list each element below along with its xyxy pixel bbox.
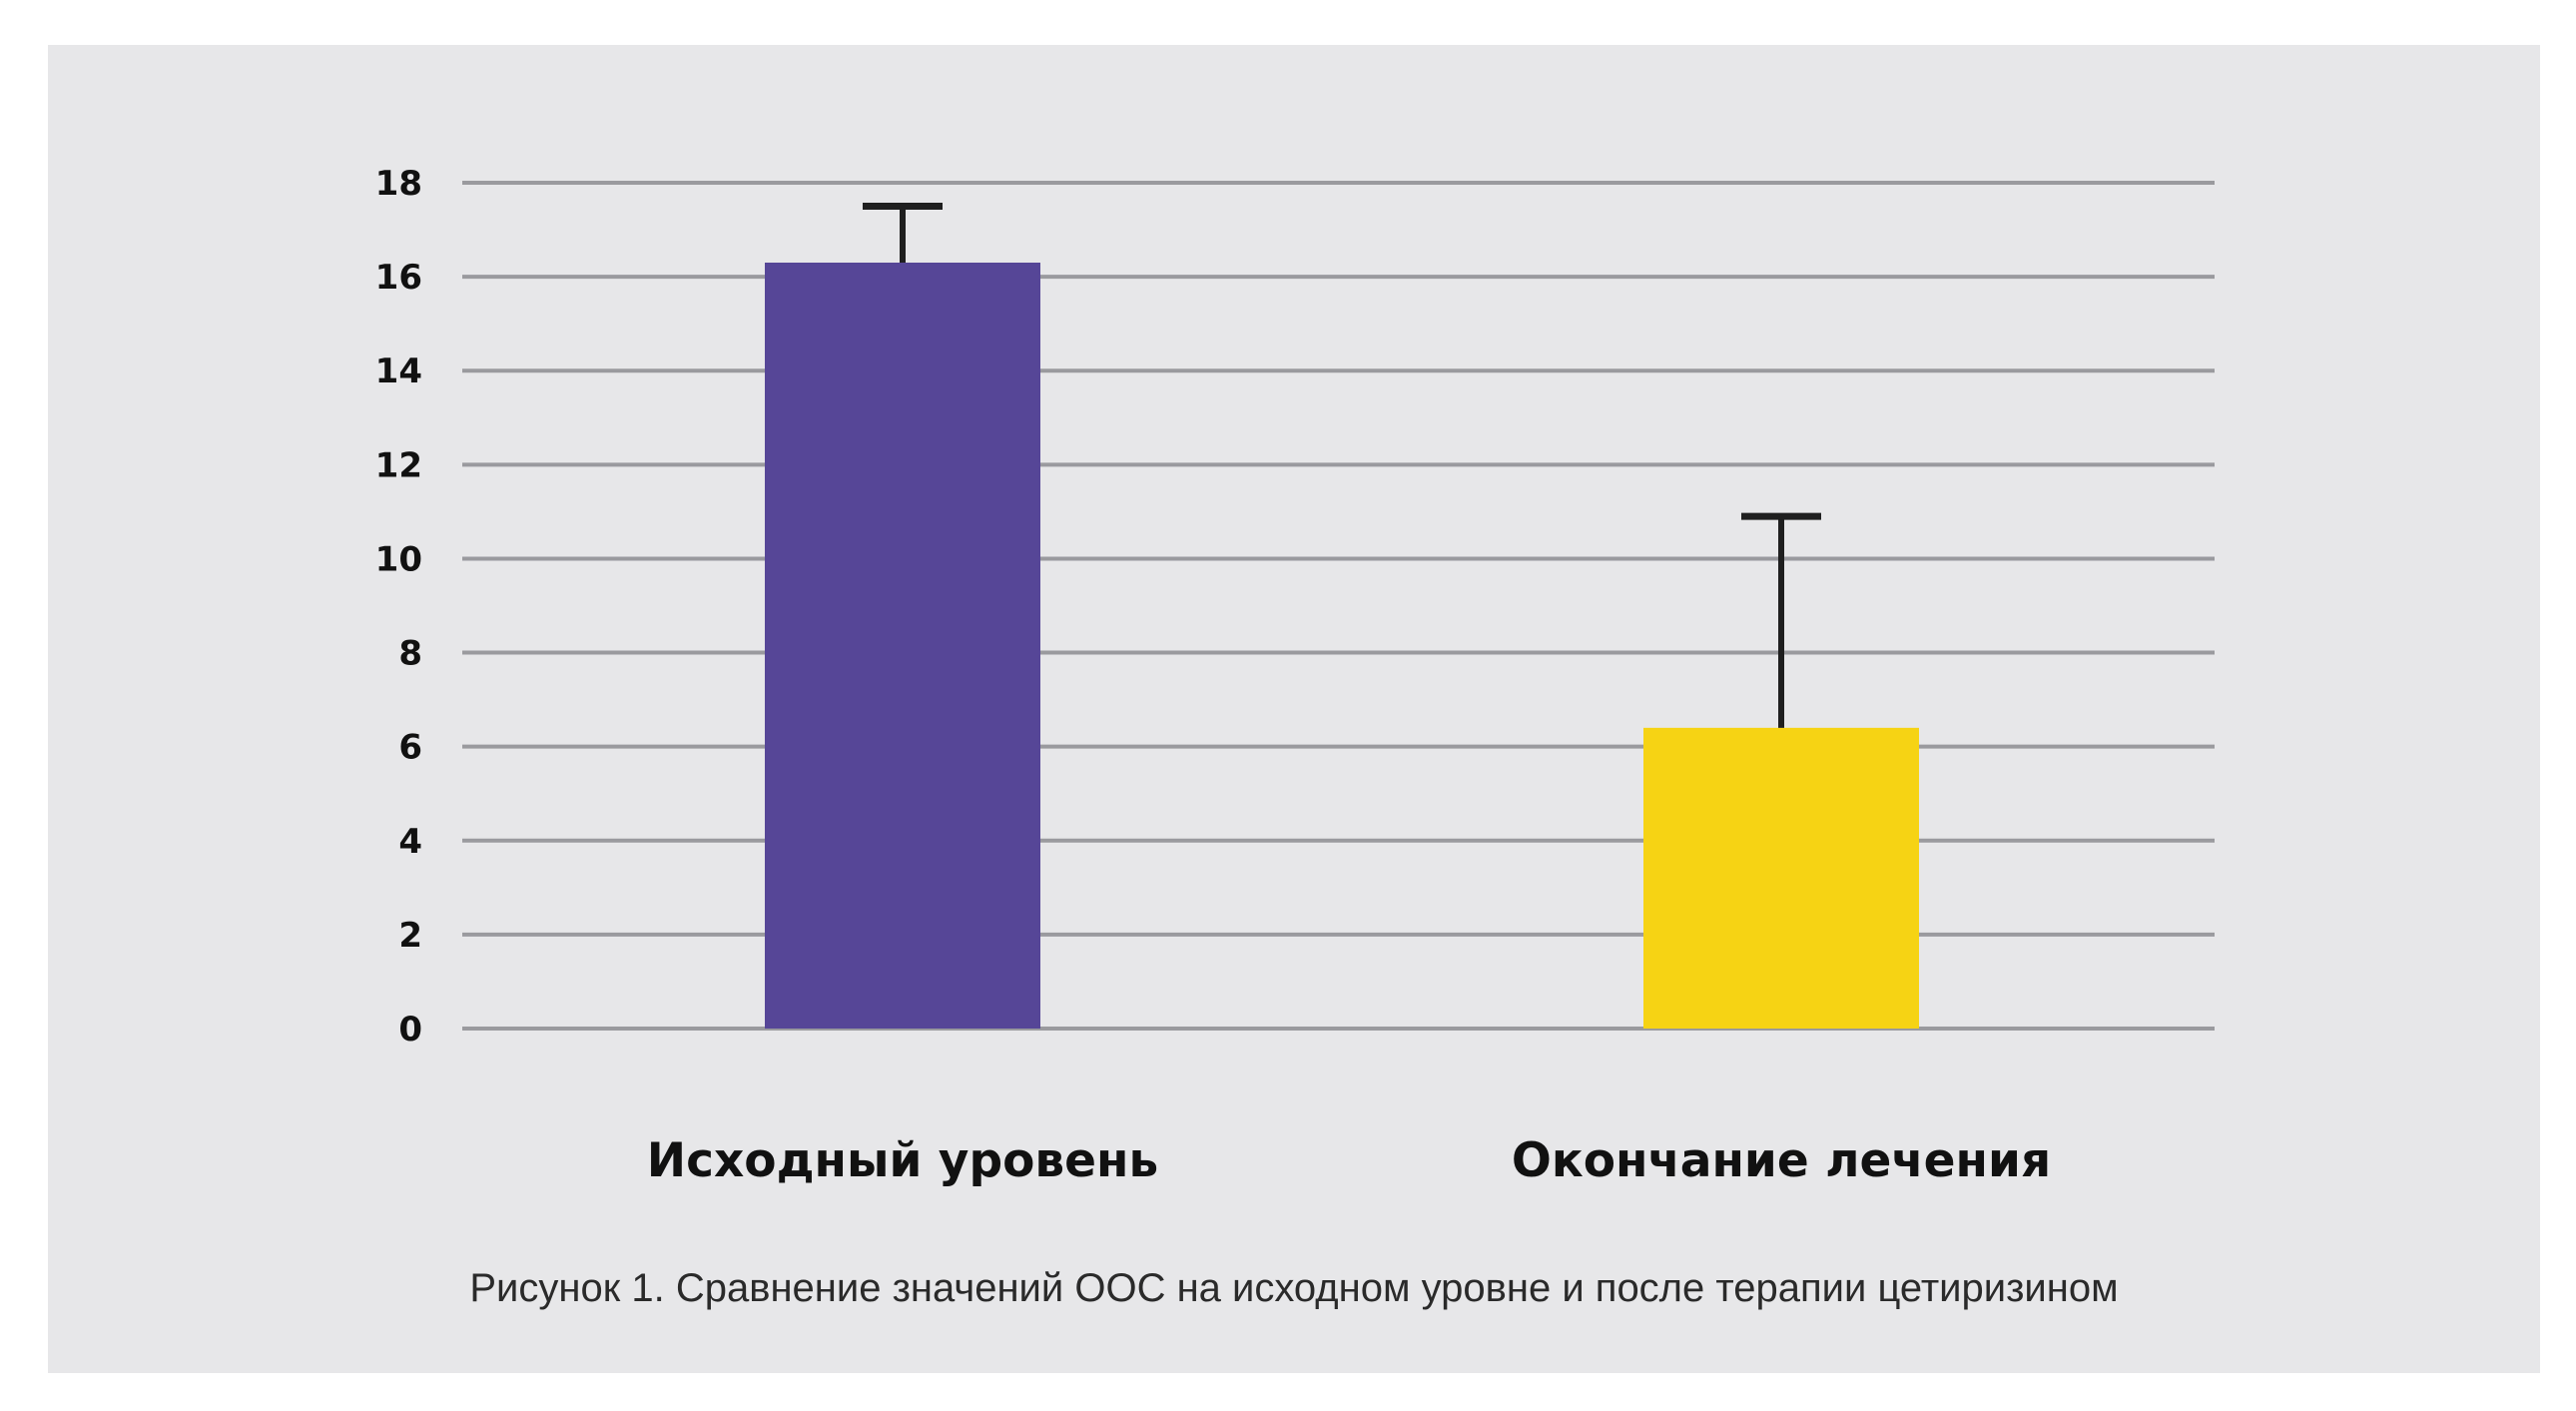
bar <box>1643 727 1919 1029</box>
y-tick-label: 8 <box>398 634 422 674</box>
y-tick-label: 14 <box>375 352 422 391</box>
y-tick-label: 0 <box>398 1010 422 1050</box>
y-tick-label: 4 <box>398 822 422 862</box>
bars <box>765 262 1919 1029</box>
x-category-label: Исходный уровень <box>647 1133 1158 1188</box>
x-axis-categories: Исходный уровень Окончание лечения <box>647 1133 2051 1188</box>
y-tick-label: 10 <box>375 539 422 579</box>
y-axis-ticks: 0 2 4 6 8 10 12 14 16 18 <box>375 164 422 1050</box>
y-tick-label: 16 <box>375 258 422 298</box>
chart-panel <box>48 45 2540 1373</box>
y-tick-label: 18 <box>375 164 422 204</box>
bar <box>765 262 1040 1029</box>
y-tick-label: 2 <box>398 916 422 956</box>
x-category-label: Окончание лечения <box>1512 1133 2051 1188</box>
gridlines <box>462 181 2215 1031</box>
error-bars <box>863 203 1821 728</box>
figure-caption: Рисунок 1. Сравнение значений ООС на исх… <box>469 1266 2119 1310</box>
y-tick-label: 6 <box>398 728 422 768</box>
y-tick-label: 12 <box>375 445 422 485</box>
